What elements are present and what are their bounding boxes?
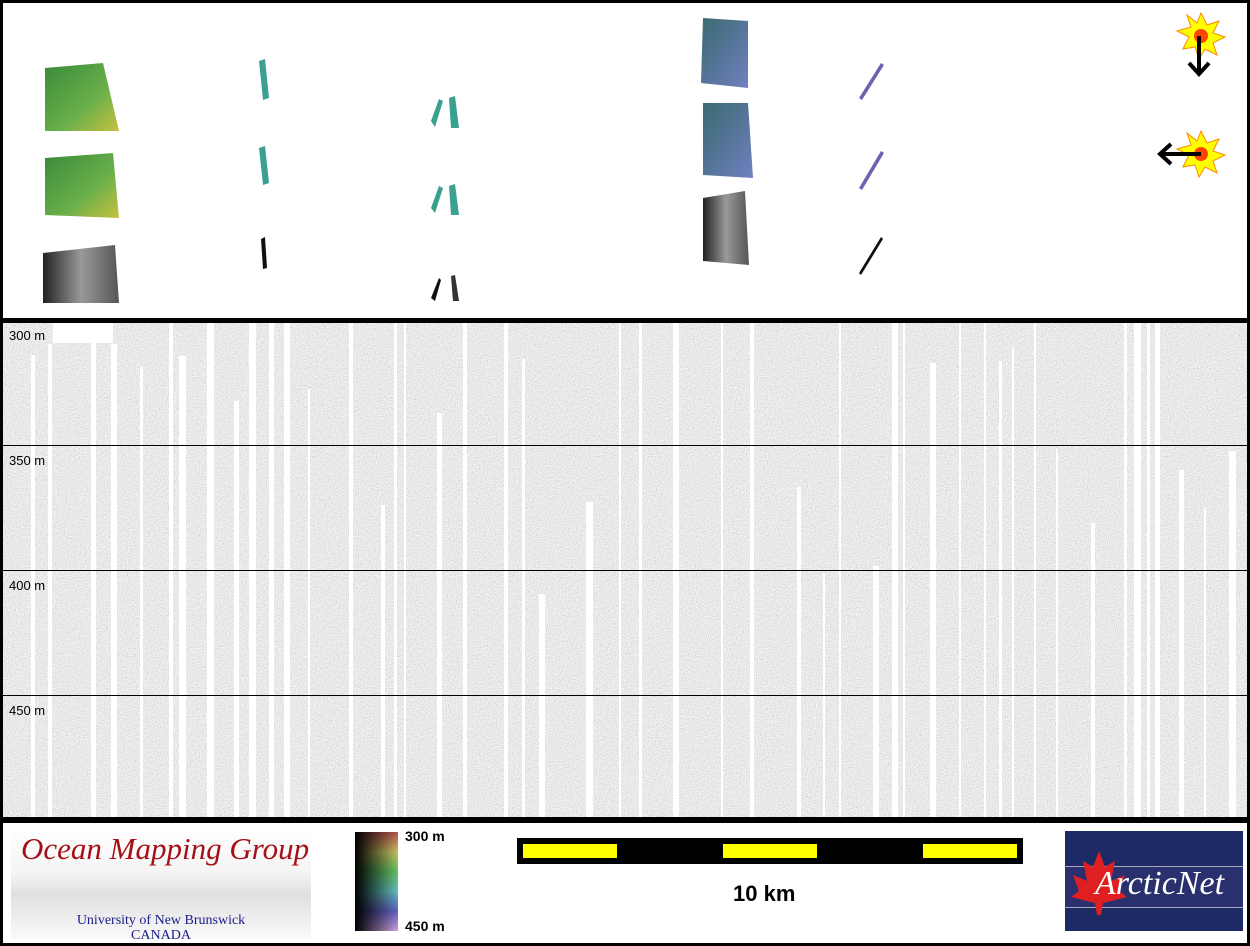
data-gap-stripe [1056, 449, 1058, 817]
thumb-gray-2 [703, 191, 749, 265]
survey-thumbnails-panel [3, 3, 1247, 318]
thumb-blue-2 [703, 103, 753, 178]
depth-label-300: 300 m [9, 328, 46, 343]
data-gap-stripe [48, 344, 52, 817]
omg-country: CANADA [131, 928, 191, 943]
thumb-gray-1 [43, 245, 119, 303]
depth-gridline [3, 695, 1247, 696]
depth-label-350: 350 m [9, 453, 46, 468]
colorbar-bottom-label: 450 m [405, 918, 445, 934]
arcticnet-text: ArcticNet [1095, 865, 1225, 902]
data-gap-stripe [234, 401, 239, 817]
depth-colorbar [355, 832, 398, 931]
data-gap-stripe [930, 363, 936, 817]
data-gap-stripe [522, 359, 525, 817]
legend-panel: Ocean Mapping Group University of New Br… [3, 823, 1247, 943]
data-gap-stripe [586, 502, 593, 817]
sun-east-icon [1157, 129, 1227, 179]
data-gap-stripe [1091, 523, 1095, 817]
data-gap-stripe [308, 389, 310, 817]
thumb-blue-1 [701, 18, 748, 88]
depth-gridline [3, 445, 1247, 446]
data-gap-stripe [111, 344, 117, 817]
depth-gridline [3, 570, 1247, 571]
sun-north-icon [1175, 11, 1227, 77]
data-gap-stripe [797, 487, 801, 817]
omg-title: Ocean Mapping Group [21, 831, 310, 866]
data-gap-stripe [873, 566, 879, 817]
data-gap-stripe [437, 413, 442, 817]
ocean-mapping-group-logo: Ocean Mapping Group University of New Br… [11, 829, 311, 943]
data-gap-stripe [179, 356, 186, 817]
data-gap-stripe [140, 367, 143, 817]
data-gap-stripe [1229, 451, 1236, 817]
data-gap-stripe [381, 505, 385, 817]
maple-leaf-icon [1071, 851, 1127, 915]
scale-label: 10 km [733, 881, 796, 906]
thumb-green-2 [45, 153, 119, 218]
data-gap-stripe [539, 594, 545, 817]
data-gap-stripe [999, 361, 1002, 817]
colorbar-top-label: 300 m [405, 828, 445, 844]
thumbnails [43, 11, 1227, 303]
data-gap-stripe [31, 355, 35, 817]
backscatter-profile-panel: 300 m 350 m 400 m 450 m [3, 323, 1247, 817]
depth-label-450: 450 m [9, 703, 46, 718]
thumb-green-1 [45, 63, 119, 131]
data-gap-stripe [1204, 508, 1206, 817]
scale-bar [517, 838, 1023, 864]
omg-university: University of New Brunswick [76, 913, 246, 928]
data-gap-stripe [1012, 347, 1014, 817]
arcticnet-logo: ArcticNet [1065, 831, 1243, 931]
data-gap-stripe [1179, 470, 1184, 817]
depth-label-400: 400 m [9, 578, 46, 593]
